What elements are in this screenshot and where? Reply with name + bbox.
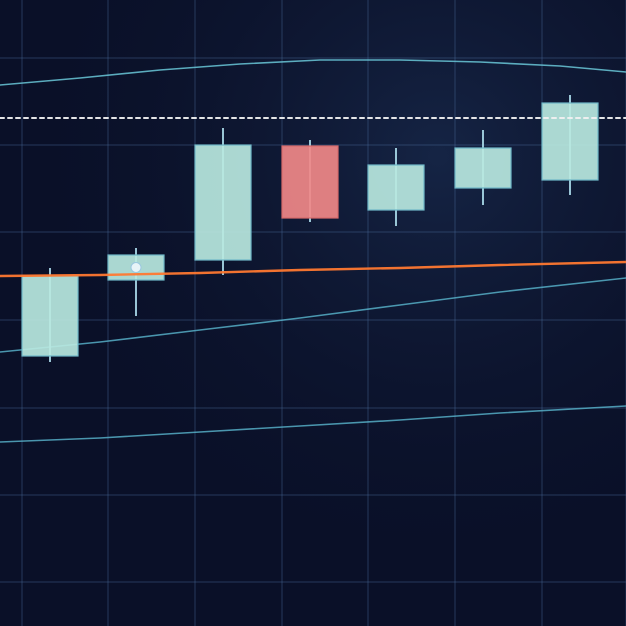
candle-body — [542, 103, 598, 180]
candle-marker-dot — [131, 263, 141, 273]
candle-body — [282, 146, 338, 218]
candlestick-chart[interactable] — [0, 0, 626, 626]
candle-body — [368, 165, 424, 210]
candle-body — [22, 276, 78, 356]
candle-body — [195, 145, 251, 260]
candle-body — [455, 148, 511, 188]
chart-canvas — [0, 0, 626, 626]
